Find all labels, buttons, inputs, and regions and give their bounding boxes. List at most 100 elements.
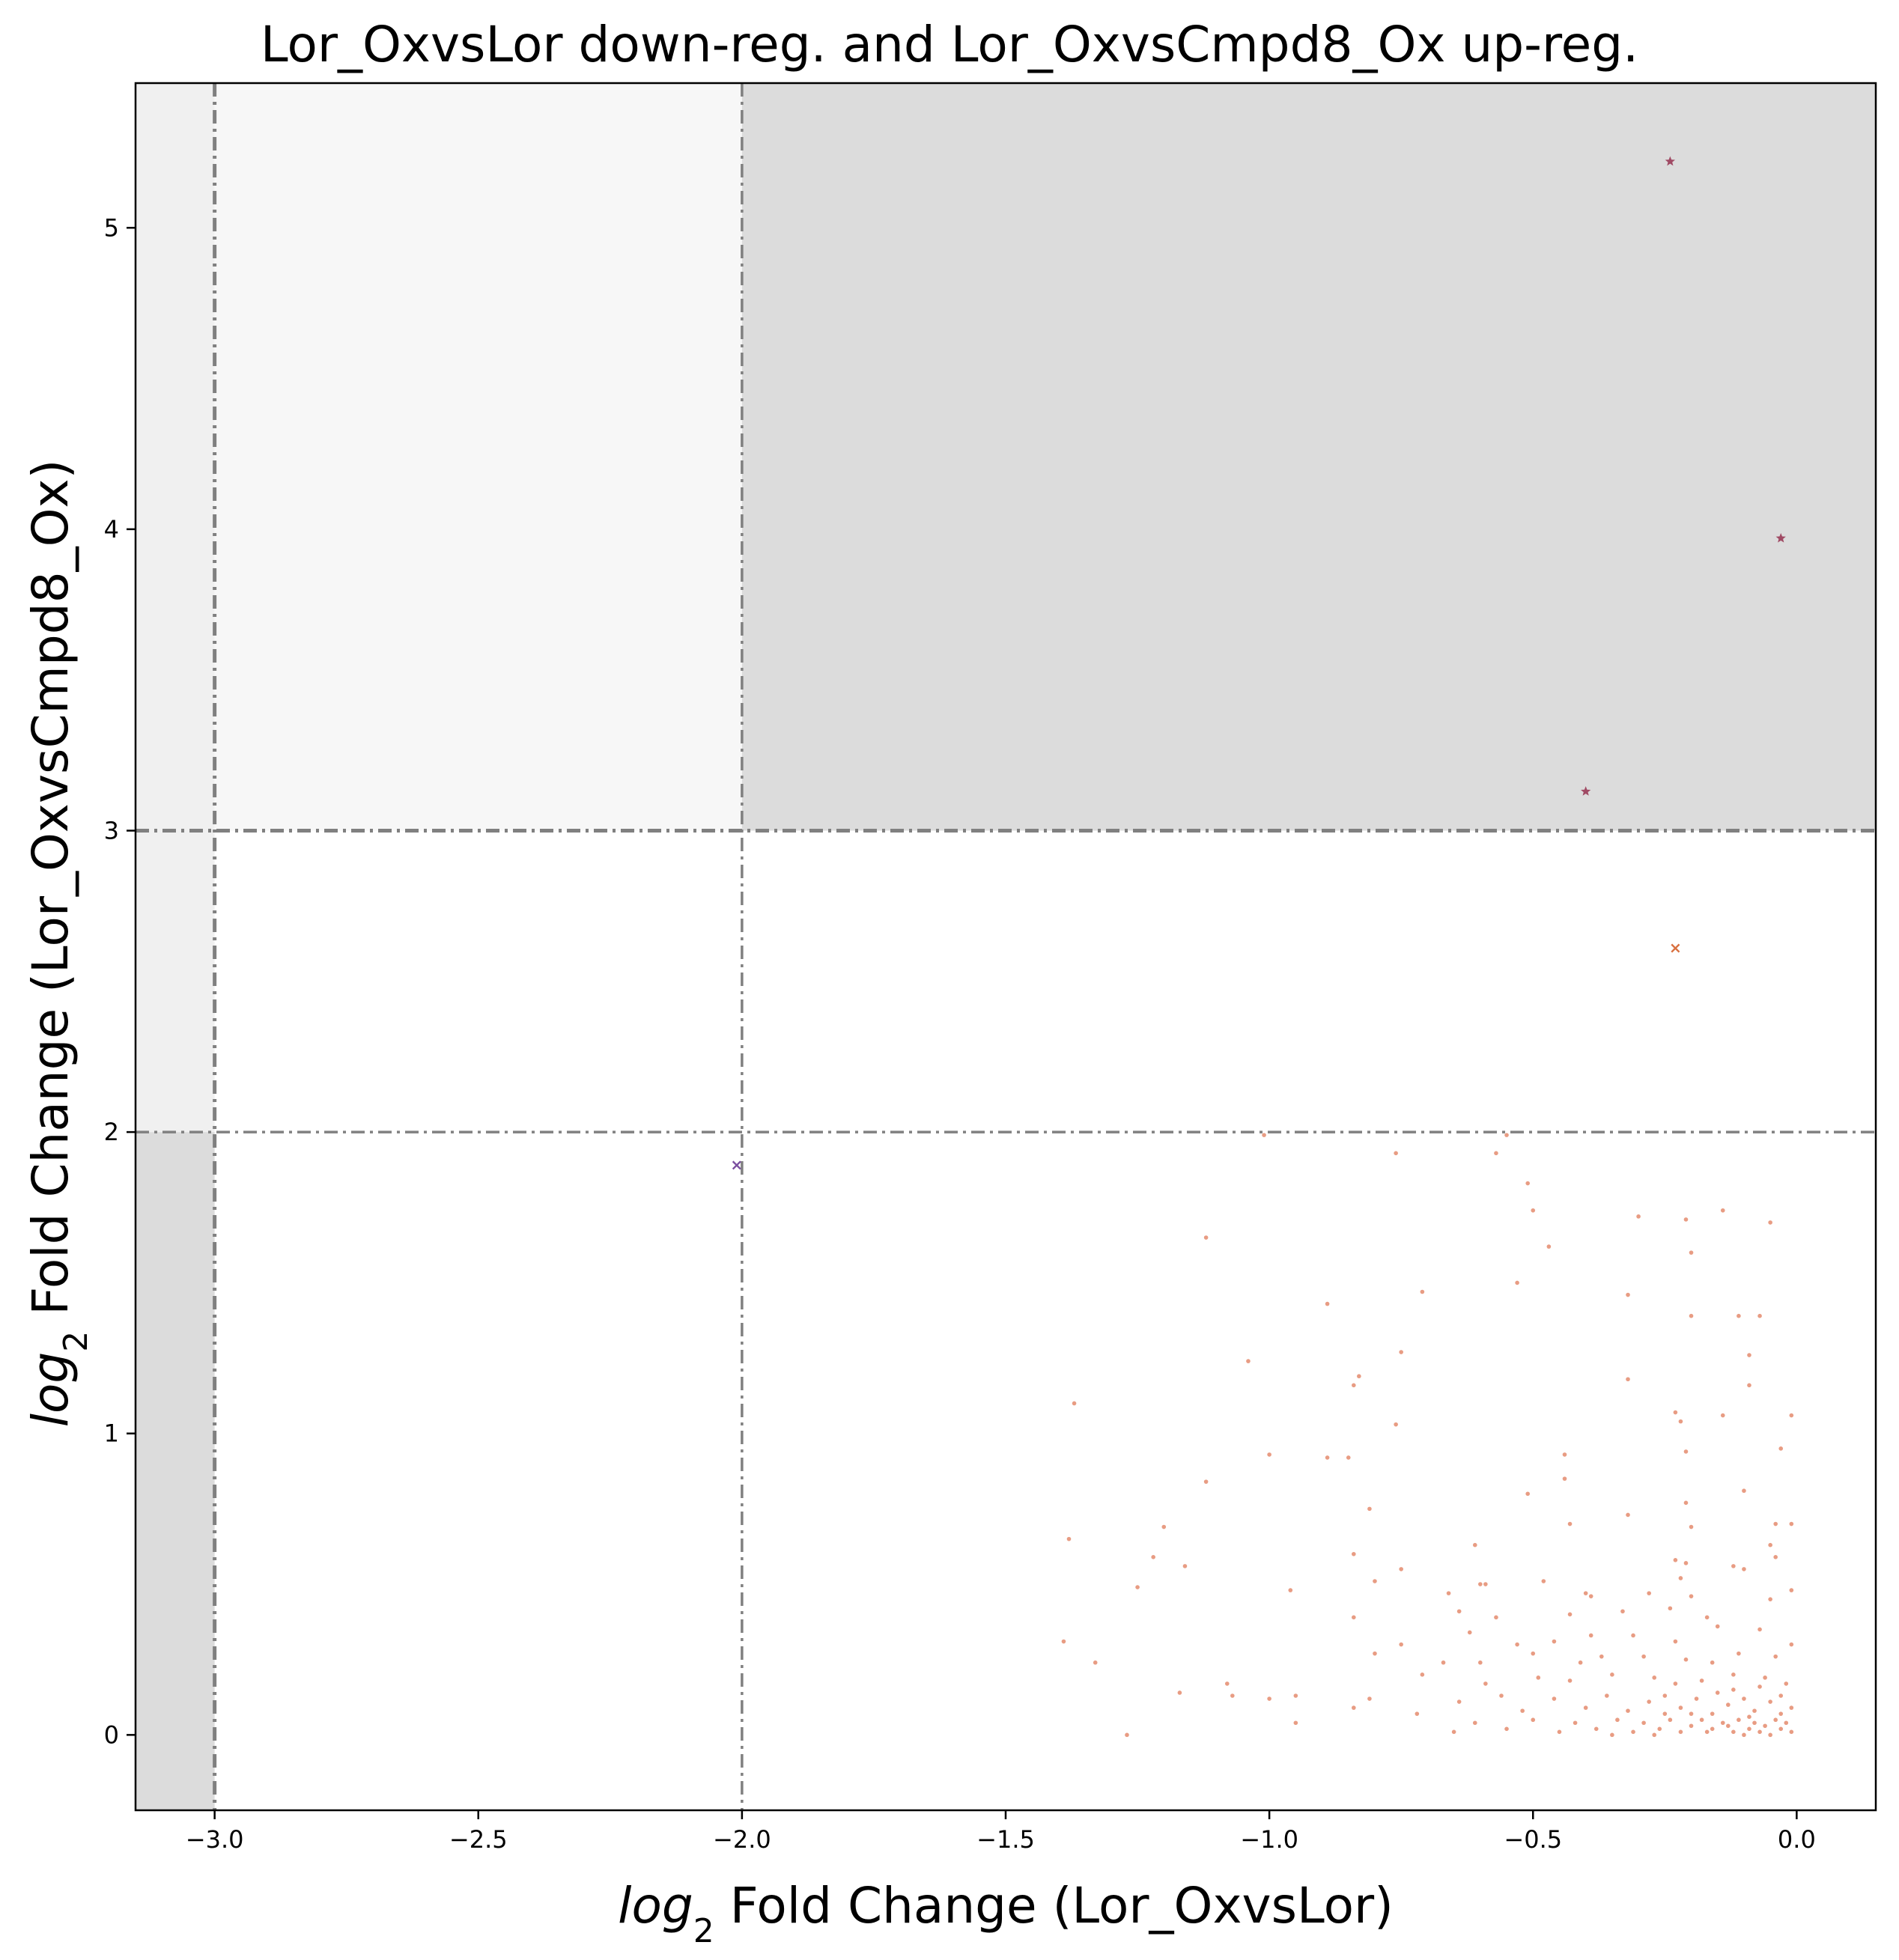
x-tick-label: −3.0	[186, 1825, 244, 1854]
y-tick-label: 0	[104, 1720, 119, 1749]
data-point	[1593, 1726, 1599, 1732]
data-point	[1552, 1696, 1557, 1701]
data-point	[1647, 1699, 1651, 1704]
y-tick-label: 5	[104, 213, 119, 242]
data-point	[1683, 1561, 1689, 1565]
data-point	[1515, 1642, 1519, 1647]
data-point	[1578, 1660, 1583, 1665]
data-point	[1588, 1594, 1593, 1598]
data-point	[1678, 1419, 1683, 1424]
data-point	[1789, 1705, 1794, 1710]
data-point	[1373, 1651, 1377, 1656]
data-point	[1737, 1717, 1741, 1723]
data-point	[1531, 1208, 1536, 1213]
data-point	[1678, 1576, 1683, 1580]
data-point	[1699, 1679, 1704, 1683]
data-point	[1061, 1639, 1066, 1644]
data-point	[1546, 1244, 1552, 1249]
data-point	[1573, 1720, 1578, 1726]
data-point	[1293, 1693, 1298, 1698]
x-tick-label: −2.5	[449, 1825, 508, 1854]
data-point	[1683, 1500, 1689, 1506]
data-point	[1773, 1654, 1778, 1659]
data-point	[1626, 1512, 1630, 1518]
data-point	[1742, 1567, 1746, 1571]
data-point	[1262, 1133, 1266, 1137]
shaded-region-1	[136, 83, 215, 1133]
data-point	[1203, 1235, 1209, 1240]
chart-title: Lor_OxvsLor down-reg. and Lor_OxvsCmpd8_…	[261, 16, 1638, 73]
data-point-cross	[732, 1160, 741, 1170]
data-point	[1731, 1564, 1736, 1568]
data-point	[1230, 1693, 1235, 1698]
data-point	[1726, 1702, 1731, 1707]
data-point	[1678, 1705, 1683, 1710]
data-point	[1515, 1280, 1519, 1285]
data-point	[1720, 1720, 1725, 1726]
data-point	[1567, 1521, 1573, 1527]
data-point	[1689, 1711, 1694, 1716]
data-point	[1720, 1413, 1725, 1418]
data-point	[1763, 1723, 1767, 1729]
data-point	[1673, 1558, 1678, 1562]
x-axis-ticks: −3.0 −2.5 −2.0 −1.5 −1.0 −0.5 0.0	[186, 1810, 1816, 1854]
data-point	[1562, 1476, 1567, 1481]
data-point	[1662, 1711, 1668, 1716]
data-point	[1325, 1301, 1330, 1306]
data-point	[1726, 1723, 1731, 1729]
data-point	[1683, 1217, 1689, 1222]
shaded-regions	[136, 83, 1876, 1810]
y-tick-label: 4	[104, 515, 119, 544]
data-point	[1620, 1609, 1625, 1614]
data-point	[1161, 1524, 1167, 1530]
data-point	[1689, 1524, 1694, 1530]
data-point	[1742, 1696, 1746, 1701]
data-point	[1737, 1651, 1741, 1656]
data-points	[732, 156, 1794, 1738]
x-tick-label: −2.0	[713, 1825, 771, 1854]
data-point	[1641, 1654, 1646, 1659]
data-point	[1662, 1693, 1668, 1698]
data-point	[1467, 1630, 1472, 1635]
data-point	[1694, 1696, 1699, 1701]
data-point	[1346, 1455, 1351, 1460]
data-point	[1626, 1708, 1630, 1713]
data-point	[1731, 1729, 1736, 1735]
data-point	[1768, 1699, 1772, 1704]
data-point	[1246, 1359, 1251, 1363]
data-point	[1768, 1597, 1772, 1601]
data-point	[1177, 1690, 1182, 1695]
data-point	[1494, 1151, 1498, 1156]
data-point	[1456, 1699, 1462, 1704]
data-point	[1657, 1726, 1662, 1732]
data-point	[1557, 1729, 1562, 1735]
data-point	[1352, 1551, 1356, 1556]
data-point	[1689, 1313, 1694, 1318]
data-point	[1752, 1720, 1757, 1726]
data-point	[1710, 1711, 1715, 1716]
data-point	[1541, 1579, 1546, 1583]
data-point	[1483, 1681, 1488, 1686]
data-point	[1704, 1615, 1710, 1620]
shaded-region-3	[741, 83, 1876, 831]
data-point	[1399, 1642, 1403, 1647]
data-point	[1747, 1726, 1751, 1732]
data-point	[1504, 1133, 1509, 1137]
data-point-star	[1665, 156, 1675, 166]
y-tick-label: 2	[104, 1118, 119, 1146]
data-point	[1652, 1732, 1657, 1738]
data-point	[1562, 1452, 1567, 1457]
data-point	[1420, 1673, 1425, 1677]
data-point	[1567, 1612, 1573, 1617]
data-point	[1673, 1681, 1678, 1686]
data-point	[1710, 1726, 1715, 1732]
data-point	[1066, 1536, 1072, 1541]
data-point	[1689, 1723, 1694, 1729]
data-point	[1531, 1717, 1536, 1723]
data-point	[1652, 1676, 1657, 1680]
data-point	[1631, 1633, 1635, 1638]
data-point	[1683, 1657, 1689, 1662]
data-point	[1768, 1220, 1772, 1225]
threshold-lines	[136, 83, 1876, 1810]
data-point	[1072, 1401, 1077, 1406]
